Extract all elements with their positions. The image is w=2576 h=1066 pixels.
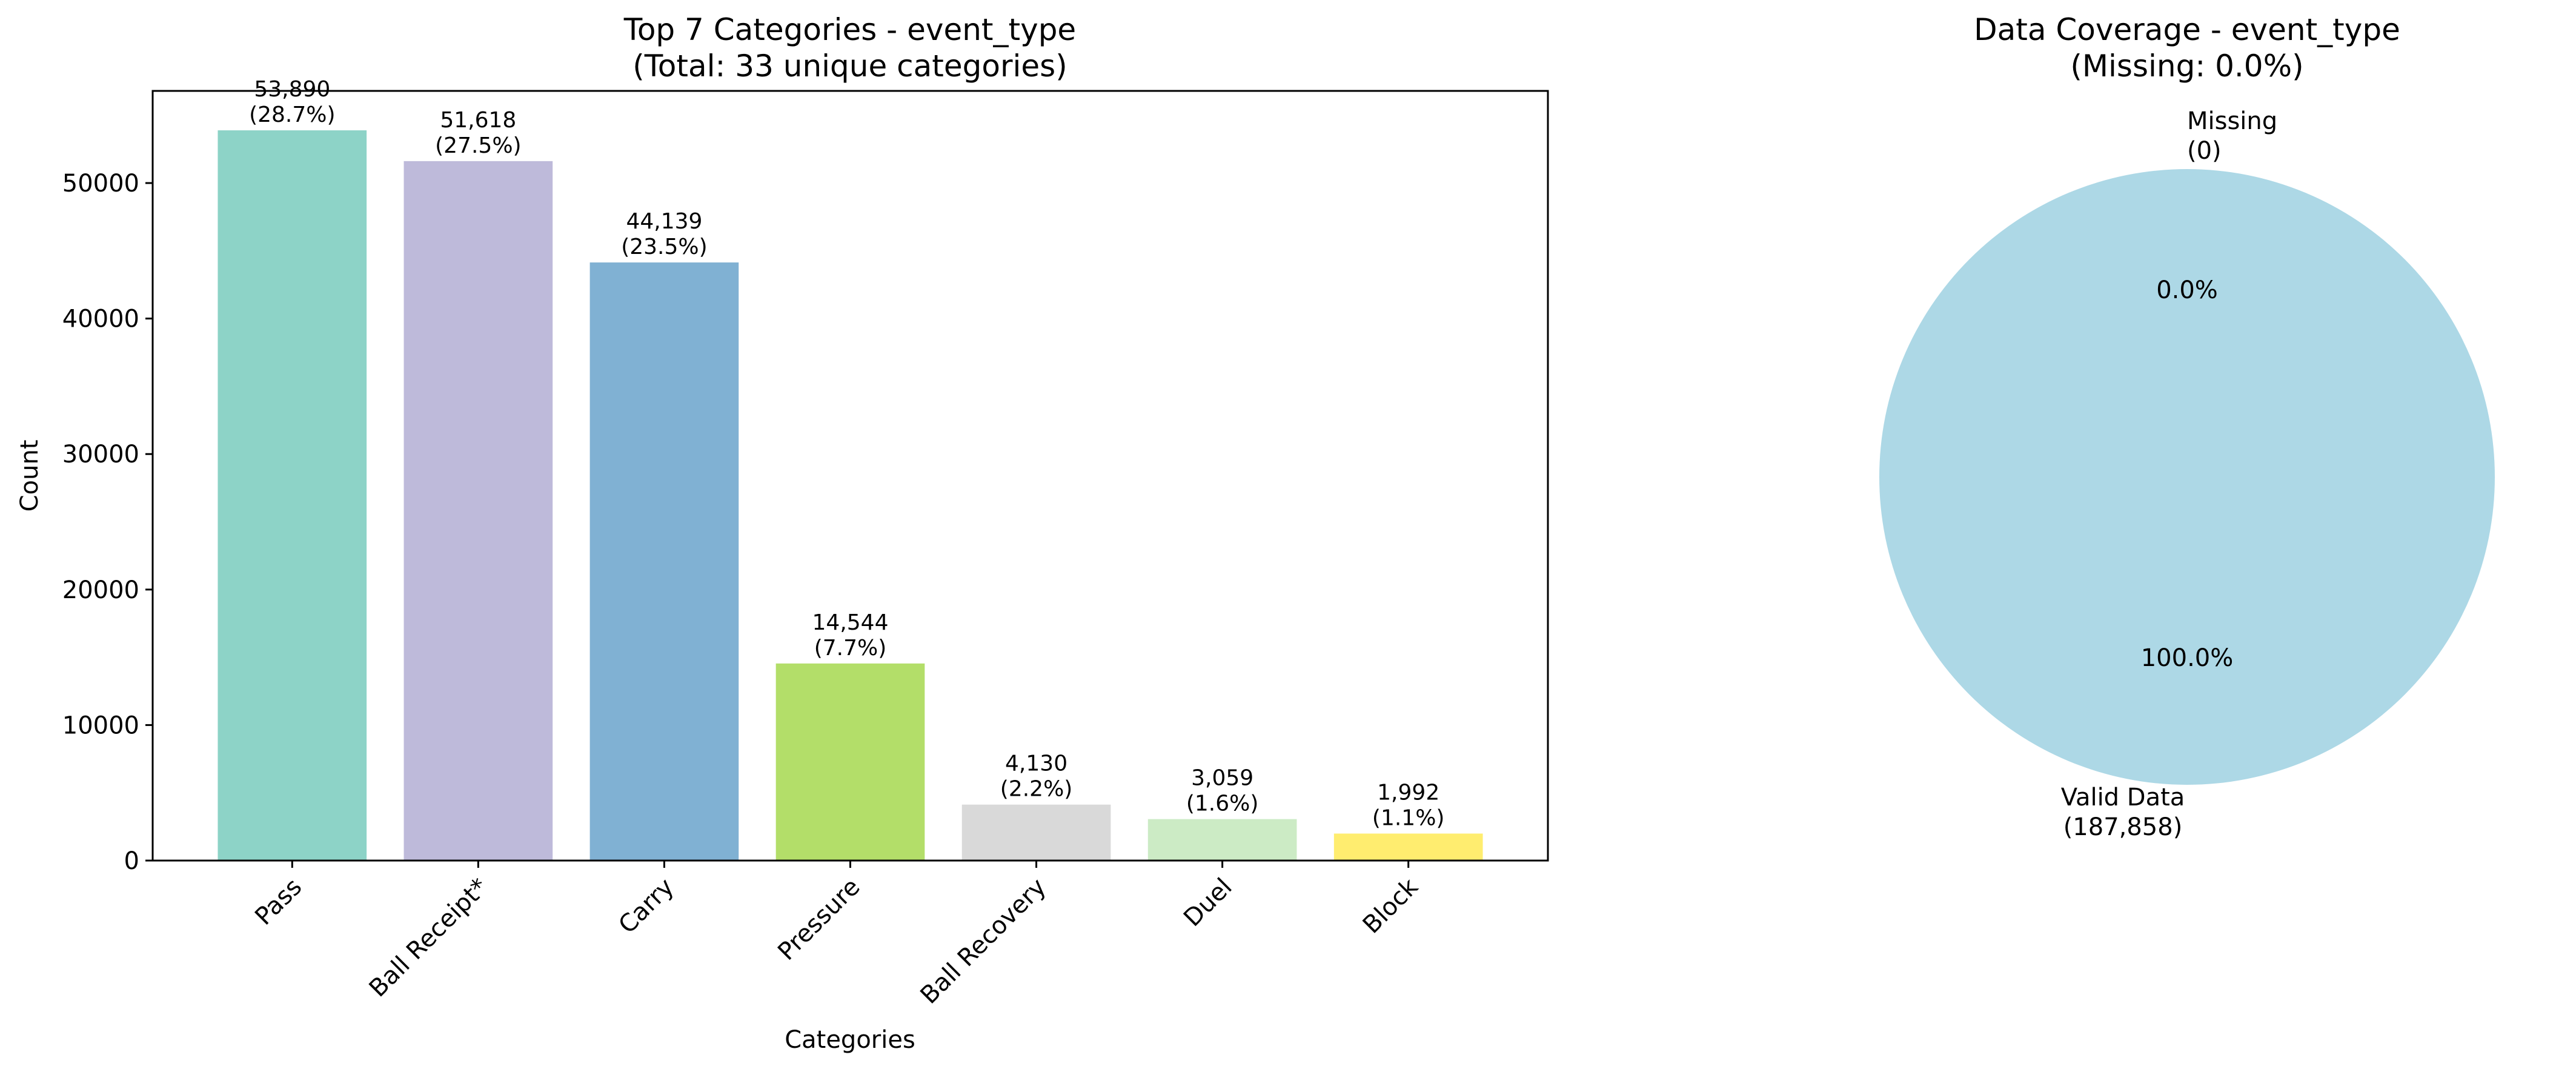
pie-count-valid-data: (187,858) [2063, 813, 2183, 841]
bar-percent-label: (28.7%) [249, 102, 335, 127]
bar-value-label: 44,139 [626, 209, 702, 234]
bar-value-label: 14,544 [812, 610, 889, 635]
y-axis-label: Count [16, 440, 44, 512]
x-tick-label: Duel [1178, 873, 1237, 932]
y-axis-ticks: 0 10000 20000 30000 40000 50000 [62, 170, 153, 875]
pie-label-missing: Missing [2187, 107, 2277, 135]
bar-percent-label: (23.5%) [621, 235, 707, 259]
x-tick-label: Ball Receipt* [364, 873, 494, 1003]
bar-percent-label: (7.7%) [814, 636, 887, 661]
y-tick-label: 40000 [62, 305, 139, 333]
bar-value-label: 4,130 [1005, 751, 1067, 776]
x-axis-label: Categories [785, 1026, 915, 1054]
bar-chart-subtitle: (Total: 33 unique categories) [632, 48, 1067, 84]
bar-value-label: 1,992 [1377, 780, 1439, 805]
y-tick-label: 10000 [62, 711, 139, 739]
bar-ball-recovery [961, 804, 1111, 861]
pie-chart-subtitle: (Missing: 0.0%) [2070, 48, 2303, 84]
y-tick-label: 30000 [62, 441, 139, 468]
bar-percent-label: (1.6%) [1186, 791, 1259, 816]
bar-data-labels: 53,890(28.7%) 51,618(27.5%) 44,139(23.5%) 1… [249, 77, 1444, 830]
bar-chart-title: Top 7 Categories - event_type [623, 12, 1076, 47]
bar-block [1333, 833, 1483, 861]
pie-chart-title: Data Coverage - event_type [1974, 12, 2400, 47]
bar-percent-label: (27.5%) [435, 133, 521, 158]
bar-pressure [775, 663, 925, 861]
bar-plot-frame [151, 90, 1549, 862]
bar-percent-label: (2.2%) [1000, 777, 1073, 802]
x-axis-ticks: Pass Ball Receipt* Carry Pressure Ball Recov… [250, 861, 1424, 1010]
y-tick-label: 0 [124, 847, 139, 875]
bar-value-label: 3,059 [1191, 766, 1253, 791]
bar-chart: Top 7 Categories - event_type (Total: 33… [16, 12, 1549, 1054]
pie-percent-missing: 0.0% [2156, 276, 2218, 304]
pie-chart: Data Coverage - event_type (Missing: 0.0… [1879, 12, 2495, 841]
pie-percent-valid-data: 100.0% [2141, 644, 2234, 672]
pie-label-valid-data: Valid Data [2061, 784, 2185, 811]
x-tick-label: Ball Recovery [915, 873, 1052, 1010]
y-tick-label: 20000 [62, 576, 139, 604]
bar-value-label: 51,618 [440, 108, 516, 133]
x-tick-label: Block [1358, 873, 1424, 939]
bar-carry [589, 262, 739, 861]
x-tick-label: Carry [613, 873, 679, 939]
y-tick-label: 50000 [62, 170, 139, 198]
x-tick-label: Pressure [772, 873, 865, 966]
bar-duel [1147, 819, 1297, 861]
bar-pass [217, 130, 367, 861]
x-tick-label: Pass [250, 873, 307, 931]
pie-count-missing: (0) [2187, 137, 2222, 165]
bar-ball-receipt [403, 161, 553, 861]
bar-value-label: 53,890 [254, 77, 330, 102]
bar-series [217, 130, 1483, 861]
bar-percent-label: (1.1%) [1372, 805, 1445, 830]
pie-slice-valid-data [1879, 169, 2495, 785]
